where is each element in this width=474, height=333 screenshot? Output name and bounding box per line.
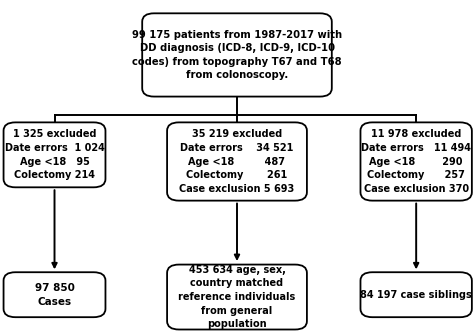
Text: 11 978 excluded
Date errors   11 494
Age <18        290
Colectomy      257
Case : 11 978 excluded Date errors 11 494 Age <… [361, 129, 471, 194]
Text: 1 325 excluded
Date errors  1 024
Age <18   95
Colectomy 214: 1 325 excluded Date errors 1 024 Age <18… [5, 130, 104, 180]
Text: 97 850
Cases: 97 850 Cases [35, 283, 74, 306]
FancyBboxPatch shape [4, 272, 105, 317]
Text: 35 219 excluded
Date errors    34 521
Age <18         487
Colectomy       261
Ca: 35 219 excluded Date errors 34 521 Age <… [179, 129, 295, 194]
FancyBboxPatch shape [360, 122, 472, 200]
FancyBboxPatch shape [360, 272, 472, 317]
Text: 84 197 case siblings: 84 197 case siblings [360, 290, 472, 300]
FancyBboxPatch shape [167, 264, 307, 330]
Text: 453 634 age, sex,
country matched
reference individuals
from general
population: 453 634 age, sex, country matched refere… [178, 265, 296, 329]
FancyBboxPatch shape [142, 13, 332, 97]
FancyBboxPatch shape [4, 122, 105, 187]
FancyBboxPatch shape [167, 122, 307, 200]
Text: 99 175 patients from 1987-2017 with
DD diagnosis (ICD-8, ICD-9, ICD-10
codes) fr: 99 175 patients from 1987-2017 with DD d… [132, 30, 342, 80]
